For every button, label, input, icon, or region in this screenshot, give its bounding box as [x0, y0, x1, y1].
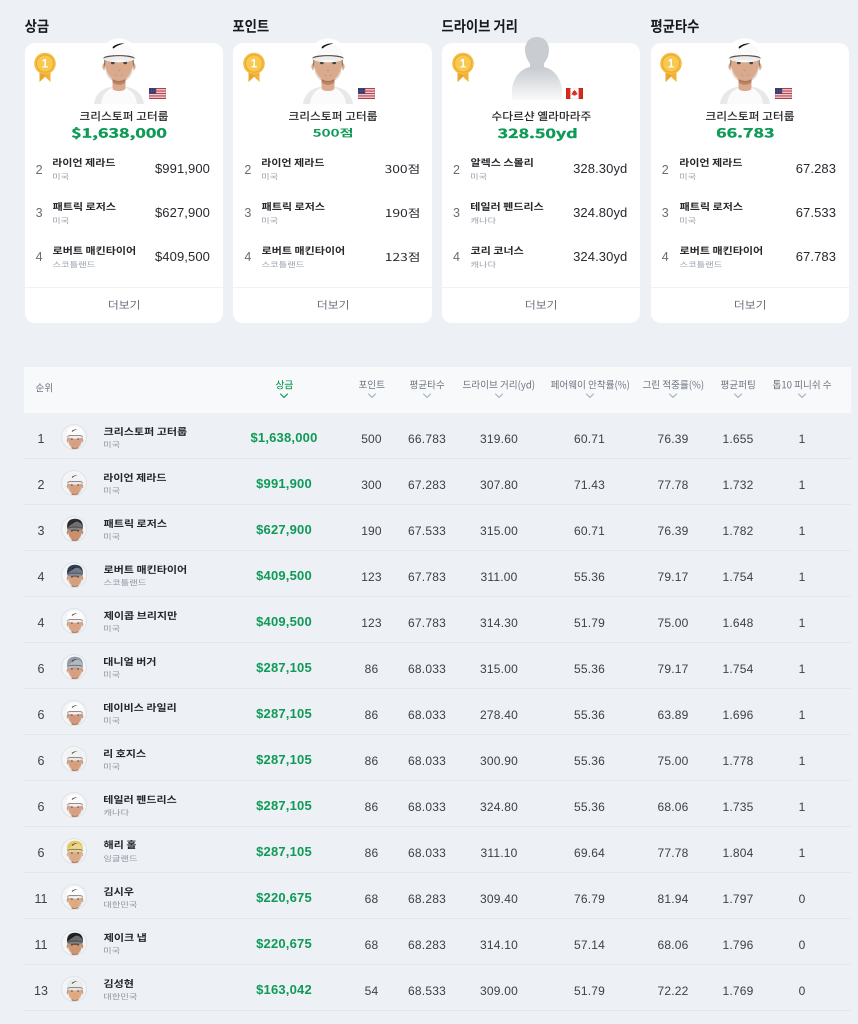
svg-text:1: 1 — [251, 59, 258, 71]
svg-text:1: 1 — [668, 59, 675, 71]
svg-text:1: 1 — [460, 59, 467, 71]
svg-text:1: 1 — [42, 59, 49, 71]
